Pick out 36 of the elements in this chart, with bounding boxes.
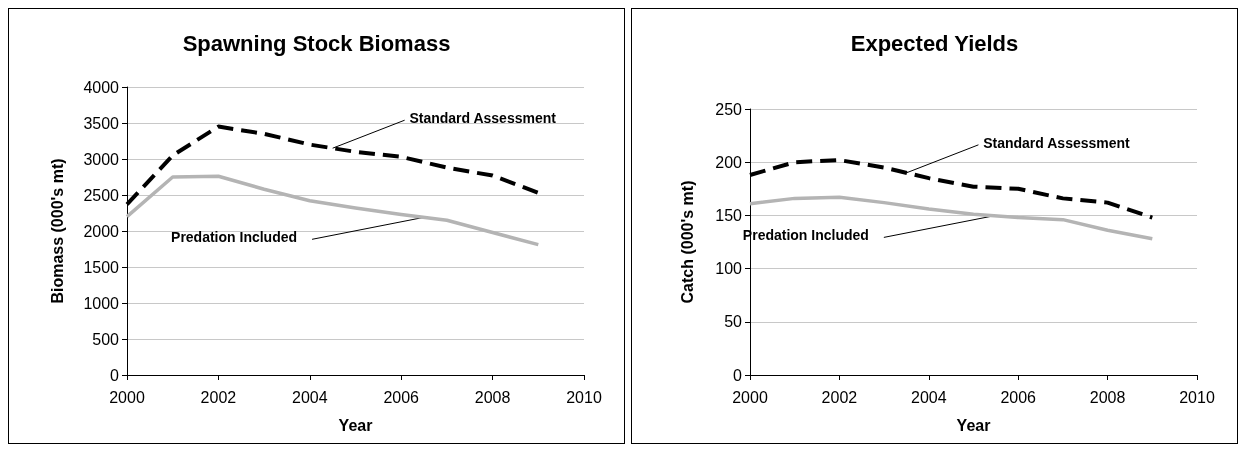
y-axis-title: Biomass (000's mt) <box>48 158 66 304</box>
x-axis-title: Year <box>956 416 991 434</box>
chart-title: Expected Yields <box>850 30 1019 56</box>
x-tick-label: 2010 <box>1179 388 1215 406</box>
y-tick-label: 250 <box>715 100 743 118</box>
x-tick-label: 2004 <box>911 388 947 406</box>
annotation: Standard Assessment <box>409 110 557 127</box>
y-tick-label: 1000 <box>83 294 120 312</box>
x-tick-label: 2010 <box>566 388 602 406</box>
x-tick-label: 2002 <box>200 388 237 406</box>
y-tick-label: 500 <box>92 330 120 348</box>
y-tick-label: 100 <box>715 260 743 278</box>
x-tick-label: 2000 <box>109 388 145 406</box>
annotation: Predation Included <box>171 229 298 246</box>
line-series <box>125 174 541 247</box>
y-tick-label: 150 <box>715 206 743 224</box>
y-tick-label: 0 <box>733 366 743 384</box>
y-tick-label: 3000 <box>83 150 120 168</box>
y-tick-label: 1500 <box>83 258 120 276</box>
y-axis-title: Catch (000's mt) <box>678 180 696 304</box>
y-tick-label: 2000 <box>83 222 120 240</box>
x-tick-label: 2006 <box>1000 388 1037 406</box>
x-tick-label: 2008 <box>474 388 511 406</box>
x-tick-label: 2006 <box>383 388 420 406</box>
x-tick-label: 2008 <box>1089 388 1126 406</box>
y-tick-label: 50 <box>724 313 743 331</box>
y-tick-label: 200 <box>715 153 743 171</box>
x-tick-label: 2004 <box>292 388 328 406</box>
x-tick-label: 2002 <box>821 388 858 406</box>
chart-title: Spawning Stock Biomass <box>182 30 451 56</box>
x-axis-title: Year <box>338 416 373 434</box>
y-tick-label: 0 <box>110 366 120 384</box>
y-tick-label: 2500 <box>83 186 120 204</box>
y-tick-label: 3500 <box>83 114 120 132</box>
annotation: Standard Assessment <box>983 134 1131 151</box>
y-tick-label: 4000 <box>83 78 120 96</box>
